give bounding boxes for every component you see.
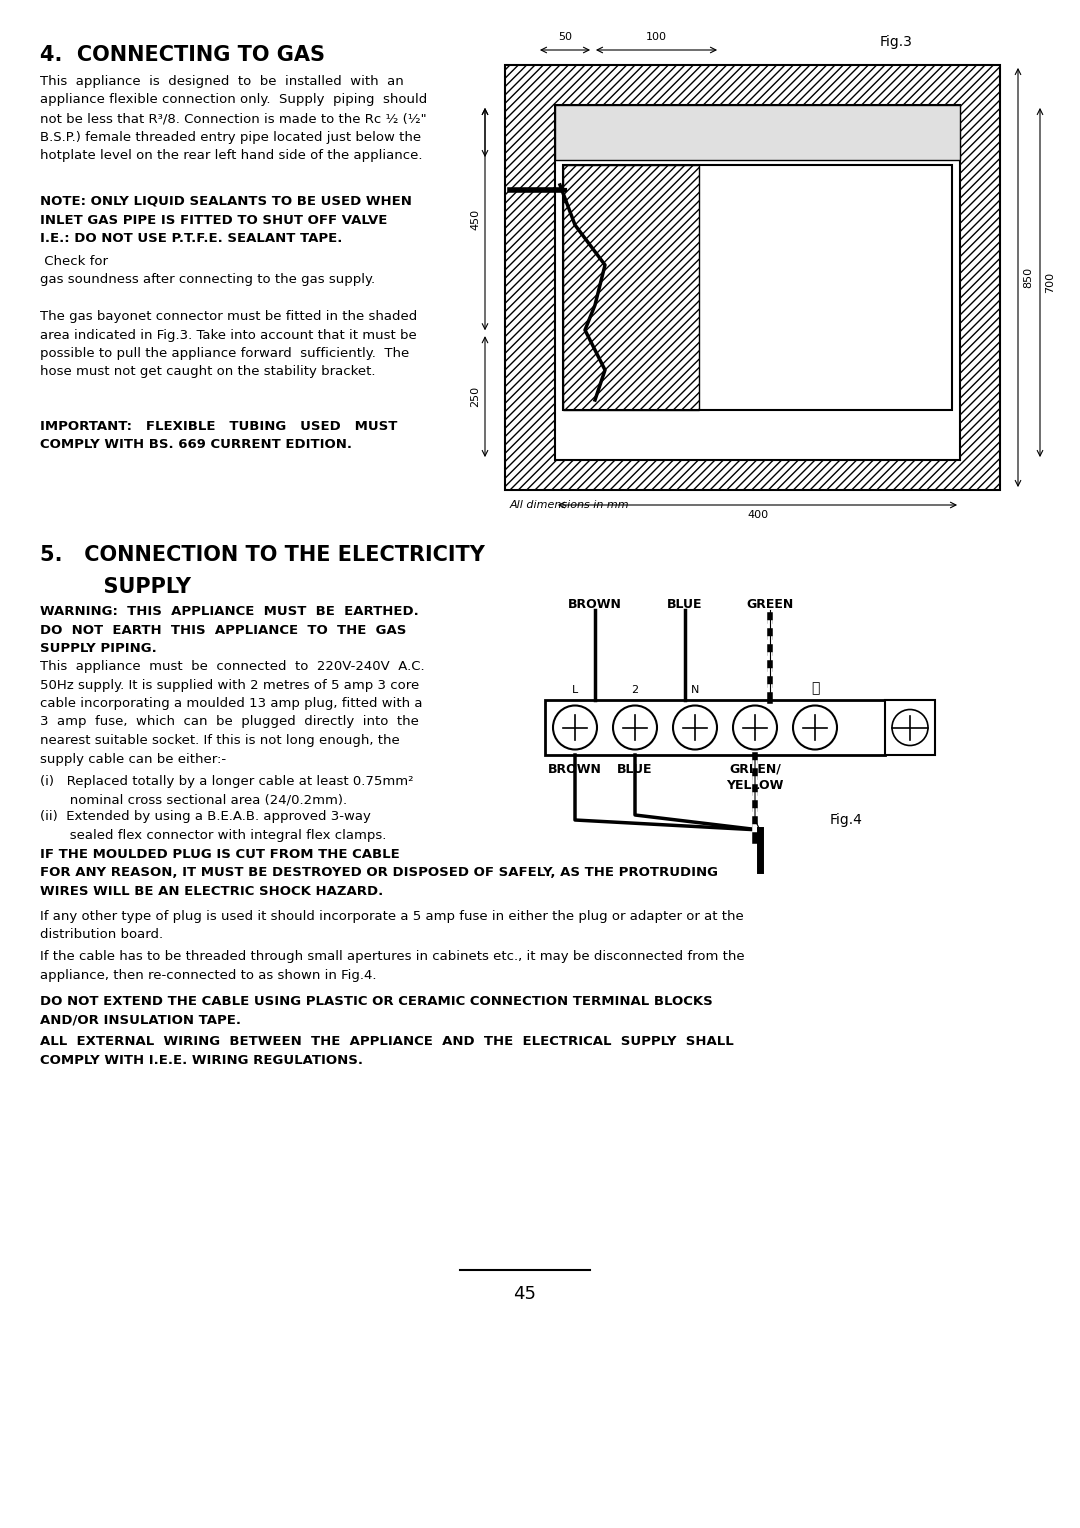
Text: BLUE: BLUE: [618, 762, 652, 776]
Text: 250: 250: [470, 387, 480, 406]
Text: BLUE: BLUE: [667, 597, 703, 611]
Circle shape: [793, 706, 837, 750]
Text: 700: 700: [1045, 272, 1055, 293]
Text: L: L: [572, 685, 578, 695]
Text: Fig.4: Fig.4: [831, 813, 863, 827]
Circle shape: [553, 706, 597, 750]
Text: IMPORTANT:   FLEXIBLE   TUBING   USED   MUST
COMPLY WITH BS. 669 CURRENT EDITION: IMPORTANT: FLEXIBLE TUBING USED MUST COM…: [40, 420, 397, 451]
Text: (i)   Replaced totally by a longer cable at least 0.75mm²
       nominal cross s: (i) Replaced totally by a longer cable a…: [40, 775, 414, 807]
Text: DO NOT EXTEND THE CABLE USING PLASTIC OR CERAMIC CONNECTION TERMINAL BLOCKS
AND/: DO NOT EXTEND THE CABLE USING PLASTIC OR…: [40, 995, 713, 1027]
Text: SUPPLY: SUPPLY: [60, 578, 191, 597]
Bar: [563, 165, 699, 410]
Text: ALL  EXTERNAL  WIRING  BETWEEN  THE  APPLIANCE  AND  THE  ELECTRICAL  SUPPLY  SH: ALL EXTERNAL WIRING BETWEEN THE APPLIANC…: [40, 1034, 733, 1067]
Bar: [505, 66, 555, 490]
Text: This  appliance  is  designed  to  be  installed  with  an
appliance flexible co: This appliance is designed to be install…: [40, 75, 428, 162]
Text: 100: 100: [646, 32, 667, 41]
Circle shape: [733, 706, 777, 750]
Circle shape: [613, 706, 657, 750]
Text: (ii)  Extended by using a B.E.A.B. approved 3-way
       sealed flex connector w: (ii) Extended by using a B.E.A.B. approv…: [40, 810, 387, 842]
Text: GREEN: GREEN: [746, 597, 794, 611]
Text: 45: 45: [513, 1285, 537, 1303]
Bar: [960, 66, 1000, 490]
Text: 850: 850: [1023, 267, 1032, 289]
Bar: [563, 165, 951, 410]
Text: BROWN: BROWN: [548, 762, 602, 776]
Text: BROWN: BROWN: [568, 597, 622, 611]
Text: NOTE: ONLY LIQUID SEALANTS TO BE USED WHEN
INLET GAS PIPE IS FITTED TO SHUT OFF : NOTE: ONLY LIQUID SEALANTS TO BE USED WH…: [40, 196, 411, 244]
Bar: [545, 700, 885, 755]
Bar: [555, 66, 960, 105]
Text: Fig.3: Fig.3: [880, 35, 913, 49]
Bar: [555, 105, 960, 460]
Text: The gas bayonet connector must be fitted in the shaded
area indicated in Fig.3. : The gas bayonet connector must be fitted…: [40, 310, 417, 379]
Bar: [885, 700, 935, 755]
Text: WARNING:  THIS  APPLIANCE  MUST  BE  EARTHED.
DO  NOT  EARTH  THIS  APPLIANCE  T: WARNING: THIS APPLIANCE MUST BE EARTHED.…: [40, 605, 419, 656]
Text: This  appliance  must  be  connected  to  220V-240V  A.C.
50Hz supply. It is sup: This appliance must be connected to 220V…: [40, 660, 424, 766]
Text: 4.  CONNECTING TO GAS: 4. CONNECTING TO GAS: [40, 44, 325, 66]
Text: 400: 400: [747, 510, 768, 520]
Bar: [555, 105, 960, 160]
Circle shape: [673, 706, 717, 750]
Text: ⏚: ⏚: [811, 681, 820, 695]
Text: 50: 50: [558, 32, 572, 41]
Text: If the cable has to be threaded through small apertures in cabinets etc., it may: If the cable has to be threaded through …: [40, 950, 744, 981]
Bar: [555, 460, 960, 490]
Circle shape: [892, 709, 928, 746]
Text: 5.   CONNECTION TO THE ELECTRICITY: 5. CONNECTION TO THE ELECTRICITY: [40, 545, 485, 565]
Text: N: N: [691, 685, 699, 695]
Text: GREEN/
YELLOW: GREEN/ YELLOW: [727, 762, 784, 792]
Text: All dimensions in mm: All dimensions in mm: [510, 500, 630, 510]
Bar: [505, 66, 1000, 490]
Text: 450: 450: [470, 208, 480, 229]
Text: Check for
gas soundness after connecting to the gas supply.: Check for gas soundness after connecting…: [40, 255, 375, 287]
Text: If any other type of plug is used it should incorporate a 5 amp fuse in either t: If any other type of plug is used it sho…: [40, 911, 744, 941]
Text: IF THE MOULDED PLUG IS CUT FROM THE CABLE
FOR ANY REASON, IT MUST BE DESTROYED O: IF THE MOULDED PLUG IS CUT FROM THE CABL…: [40, 848, 718, 898]
Text: 2: 2: [632, 685, 638, 695]
